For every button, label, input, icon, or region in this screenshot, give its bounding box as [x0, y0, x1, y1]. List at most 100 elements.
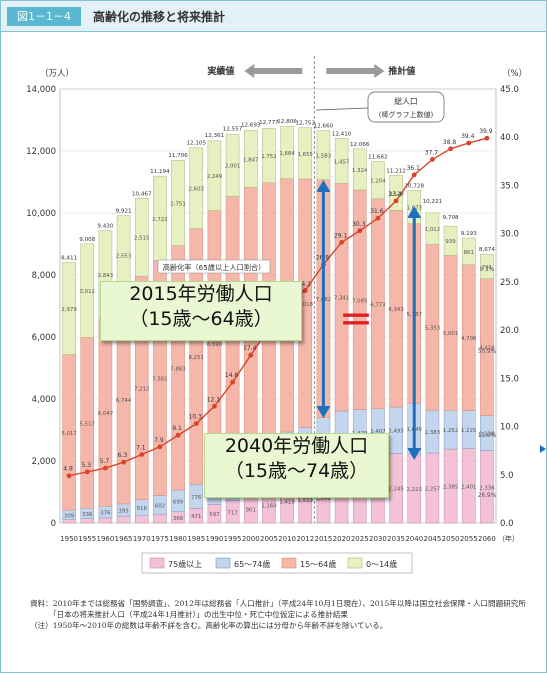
legend-label: 65～74歳: [234, 559, 270, 569]
aging-rate-label: 29.1: [334, 232, 348, 239]
bar-value-label: 2,751: [170, 201, 185, 207]
bar-value-label: 2,257: [425, 487, 440, 493]
y-axis-unit: （万人）: [40, 68, 74, 79]
x-tick-label: 1960: [97, 535, 115, 543]
aging-rate-label: 24.1: [298, 281, 312, 288]
aging-rate-point: [175, 432, 181, 438]
bar-value-label: 861: [464, 250, 474, 256]
bar-segment: [425, 212, 440, 245]
bar-value-label: 4,706: [461, 336, 477, 342]
aging-rate-label: 6.3: [118, 452, 128, 459]
bar-value-label: 8,251: [189, 355, 204, 361]
bar-value-label: 5,353: [425, 326, 440, 332]
source-note-line: 「日本の将来推計人口（平成24年1月推計）」の出生中位・死亡中位仮定による推計結…: [30, 610, 349, 619]
aging-rate-label: 39.4: [461, 133, 475, 140]
aging-rate-label: 5.3: [81, 462, 91, 469]
aging-rate-point: [484, 135, 490, 141]
legend-swatch: [281, 557, 297, 569]
aging-rate-point: [157, 444, 163, 450]
aging-rate-point: [193, 421, 199, 427]
total-label: 9,430: [97, 224, 113, 230]
total-label: 12,693: [241, 123, 261, 129]
x-tick-label: 2035: [387, 535, 405, 543]
x-tick-label: 2040: [405, 535, 423, 543]
share-label-014: 9.1%: [480, 267, 495, 273]
bar-value-label: 597: [209, 512, 219, 518]
total-note-line1: 総人口: [394, 96, 417, 106]
bar-segment: [80, 518, 95, 524]
y2-tick-label: 5.0: [500, 471, 514, 481]
legend-label: 75歳以上: [168, 559, 202, 569]
y2-tick-label: 0.0: [500, 519, 514, 529]
bar-value-label: 5,517: [80, 421, 95, 427]
bar-value-label: 1,457: [334, 159, 349, 165]
total-label: 11,662: [368, 154, 388, 160]
bar-value-label: 2,336: [479, 485, 495, 491]
source-note-line: 資料：2010年までは総務省「国勢調査」、2012年は総務省「人口推計」（平成2…: [30, 599, 526, 608]
y-tick-label: 14,000: [26, 85, 56, 95]
figure-header: 図1－1－4 高齢化の推移と将来推計: [1, 1, 546, 32]
bar-value-label: 791: [482, 265, 492, 271]
aging-rate-label: 10.3: [189, 414, 203, 421]
y2-tick-label: 25.0: [500, 278, 519, 288]
bar-segment: [116, 515, 131, 524]
bar-value-label: 1,519: [298, 498, 314, 504]
total-label: 12,105: [186, 141, 206, 147]
legend-box: [141, 552, 413, 574]
bar-segment: [389, 175, 403, 211]
aging-rate-point: [448, 146, 453, 152]
bar-value-label: 2,843: [98, 273, 113, 279]
aging-rate-label: 39.9: [479, 128, 493, 135]
x-tick-label: 2020: [333, 535, 351, 543]
bar-value-label: 8,590: [207, 342, 223, 348]
callout-2015-line2: （15歳～64歳）: [129, 308, 273, 330]
x-tick-label: 1965: [115, 535, 133, 543]
aging-rate-point: [139, 452, 145, 457]
aging-rate-point: [103, 465, 108, 471]
total-label: 12,410: [332, 131, 352, 137]
bar-value-label: 2,249: [207, 174, 223, 180]
bar-segment: [262, 128, 276, 183]
x-tick-label: 1980: [169, 535, 187, 543]
bar-value-label: 717: [227, 510, 237, 516]
bar-value-label: 1,407: [370, 429, 385, 435]
aging-rate-point: [339, 239, 344, 245]
aging-rate-label: 12.1: [207, 396, 221, 403]
share-label-75: 26.9%: [478, 493, 497, 499]
figure-label: 図1－1－4: [7, 7, 81, 26]
aging-rate-point: [393, 198, 399, 204]
total-note-line2: (棒グラフ上数値): [379, 110, 434, 119]
bar-segment: [207, 140, 222, 211]
aging-rate-label: 4.9: [63, 466, 73, 473]
aging-rate-point: [430, 157, 435, 162]
legend-swatch: [215, 557, 231, 569]
x-tick-label: 1955: [78, 535, 96, 543]
bar-value-label: 901: [246, 508, 256, 514]
bar-segment: [98, 517, 113, 524]
bar-value-label: 8,018: [298, 302, 314, 308]
total-label: 12,777: [259, 120, 279, 126]
bar-segment: [480, 253, 494, 279]
bar-segment: [225, 133, 240, 197]
source-notes: 資料：2010年までは総務省「国勢調査」、2012年は総務省「人口推計」（平成2…: [30, 598, 535, 631]
bar-value-label: 6,047: [98, 411, 113, 417]
y2-tick-label: 10.0: [500, 423, 519, 433]
total-label: 12,660: [314, 124, 334, 130]
bar-value-label: 1,419: [279, 500, 295, 506]
aging-rate-label: 14.6: [225, 372, 239, 379]
bar-value-label: 2,401: [461, 484, 476, 490]
total-label: 12,557: [223, 127, 243, 133]
aging-rate-name: 高齢化率（65歳以上人口割合）: [163, 263, 266, 272]
x-tick-label: 2025: [351, 535, 369, 543]
arrow-2040-head-up: [407, 206, 422, 218]
aging-rate-label: 5.7: [100, 458, 110, 465]
total-label: 10,728: [404, 183, 424, 189]
bar-segment: [352, 148, 367, 191]
x-tick-label: 2045: [424, 535, 442, 543]
total-label: 12,066: [350, 142, 370, 148]
bar-value-label: 1,383: [425, 430, 440, 436]
arrow-2015-head-up: [316, 180, 331, 192]
bar-value-label: 7,341: [334, 296, 349, 302]
x-tick-label: 2030: [369, 535, 387, 543]
bar-segment: [334, 138, 349, 184]
